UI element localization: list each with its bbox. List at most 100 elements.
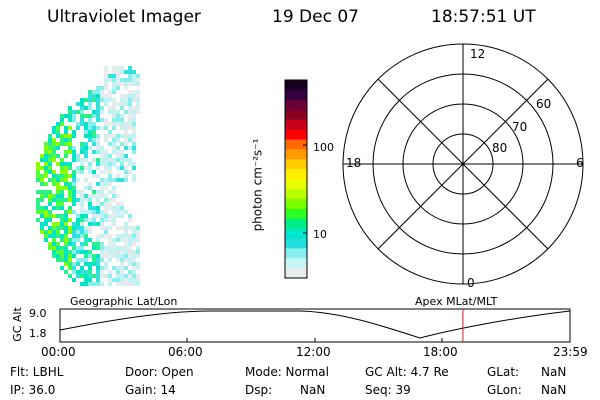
aurora-pixel xyxy=(56,154,60,158)
aurora-pixel xyxy=(120,258,124,262)
colorbar-swatch xyxy=(285,268,307,279)
aurora-pixel xyxy=(112,106,116,110)
aurora-pixel xyxy=(80,206,84,210)
aurora-pixel xyxy=(124,246,128,250)
aurora-pixel xyxy=(52,142,56,146)
aurora-pixel xyxy=(44,162,48,166)
aurora-pixel xyxy=(40,158,44,162)
info-mode: Mode: Normal xyxy=(245,365,329,379)
aurora-pixel xyxy=(100,250,104,254)
aurora-pixel xyxy=(100,186,104,190)
aurora-pixel xyxy=(120,234,124,238)
aurora-pixel xyxy=(92,262,96,266)
polar-label-bottom: 0 xyxy=(467,276,475,290)
aurora-pixel xyxy=(100,226,104,230)
aurora-pixel xyxy=(128,282,132,286)
colorbar-swatch xyxy=(285,80,307,91)
polar-label-top: 12 xyxy=(470,47,486,61)
aurora-pixel xyxy=(108,218,112,222)
aurora-pixel xyxy=(64,166,68,170)
aurora-pixel xyxy=(108,98,112,102)
aurora-pixel xyxy=(92,158,96,162)
aurora-pixel xyxy=(112,266,116,270)
aurora-pixel xyxy=(112,86,116,90)
aurora-pixel xyxy=(104,202,108,206)
aurora-pixel xyxy=(128,258,132,262)
aurora-pixel xyxy=(120,210,124,214)
colorbar-swatch xyxy=(285,159,307,170)
aurora-pixel xyxy=(60,162,64,166)
aurora-pixel xyxy=(72,110,76,114)
aurora-pixel xyxy=(108,122,112,126)
aurora-pixel xyxy=(112,118,116,122)
aurora-pixel xyxy=(128,122,132,126)
aurora-pixel xyxy=(76,166,80,170)
info-glat-value: NaN xyxy=(541,365,567,379)
aurora-pixel xyxy=(100,202,104,206)
polar-grid xyxy=(342,43,584,285)
aurora-pixel xyxy=(136,262,140,266)
aurora-pixel xyxy=(112,278,116,282)
aurora-pixel xyxy=(76,274,80,278)
aurora-pixel xyxy=(116,278,120,282)
aurora-pixel xyxy=(132,250,136,254)
aurora-pixel xyxy=(104,246,108,250)
aurora-pixel xyxy=(72,178,76,182)
aurora-pixel xyxy=(112,74,116,78)
aurora-pixel xyxy=(116,114,120,118)
aurora-pixel xyxy=(116,154,120,158)
aurora-pixel xyxy=(44,166,48,170)
aurora-pixel xyxy=(92,258,96,262)
aurora-pixel xyxy=(104,254,108,258)
aurora-pixel xyxy=(88,118,92,122)
aurora-pixel xyxy=(48,218,52,222)
aurora-pixel xyxy=(88,94,92,98)
aurora-pixel xyxy=(120,226,124,230)
aurora-pixel xyxy=(84,158,88,162)
aurora-pixel xyxy=(116,110,120,114)
aurora-pixel xyxy=(116,194,120,198)
colorbar-swatch xyxy=(285,188,307,200)
aurora-pixel xyxy=(40,182,44,186)
aurora-pixel xyxy=(48,134,52,138)
aurora-pixel xyxy=(104,250,108,254)
aurora-pixel xyxy=(88,206,92,210)
aurora-pixel xyxy=(96,138,100,142)
aurora-pixel xyxy=(84,150,88,154)
aurora-pixel xyxy=(88,282,92,286)
aurora-pixel xyxy=(116,66,120,70)
aurora-pixel xyxy=(108,242,112,246)
aurora-pixel xyxy=(108,206,112,210)
aurora-pixel xyxy=(60,178,64,182)
aurora-pixel xyxy=(68,106,72,110)
aurora-pixel xyxy=(100,242,104,246)
aurora-pixel xyxy=(64,126,68,130)
aurora-pixel xyxy=(124,110,128,114)
aurora-pixel xyxy=(88,186,92,190)
aurora-pixel xyxy=(128,278,132,282)
aurora-pixel xyxy=(104,262,108,266)
aurora-pixel xyxy=(52,242,56,246)
aurora-pixel xyxy=(112,162,116,166)
aurora-pixel xyxy=(48,150,52,154)
aurora-pixel xyxy=(96,134,100,138)
aurora-pixel xyxy=(56,190,60,194)
aurora-pixel xyxy=(56,234,60,238)
aurora-pixel xyxy=(92,206,96,210)
polar-diagonal-2 xyxy=(377,78,549,250)
aurora-pixel xyxy=(96,242,100,246)
timeline-ylabel: GC Alt xyxy=(10,307,24,342)
aurora-pixel xyxy=(36,190,40,194)
aurora-pixel xyxy=(120,238,124,242)
aurora-pixel xyxy=(100,106,104,110)
aurora-pixel xyxy=(100,98,104,102)
aurora-pixel xyxy=(68,238,72,242)
aurora-pixel xyxy=(88,218,92,222)
aurora-pixel xyxy=(84,238,88,242)
aurora-pixel xyxy=(100,270,104,274)
info-glat-label: GLat: xyxy=(487,365,520,379)
aurora-pixel xyxy=(100,110,104,114)
colorbar-swatch xyxy=(285,198,307,210)
aurora-pixel xyxy=(96,234,100,238)
timeline-xtick-0: 00:00 xyxy=(41,345,76,359)
